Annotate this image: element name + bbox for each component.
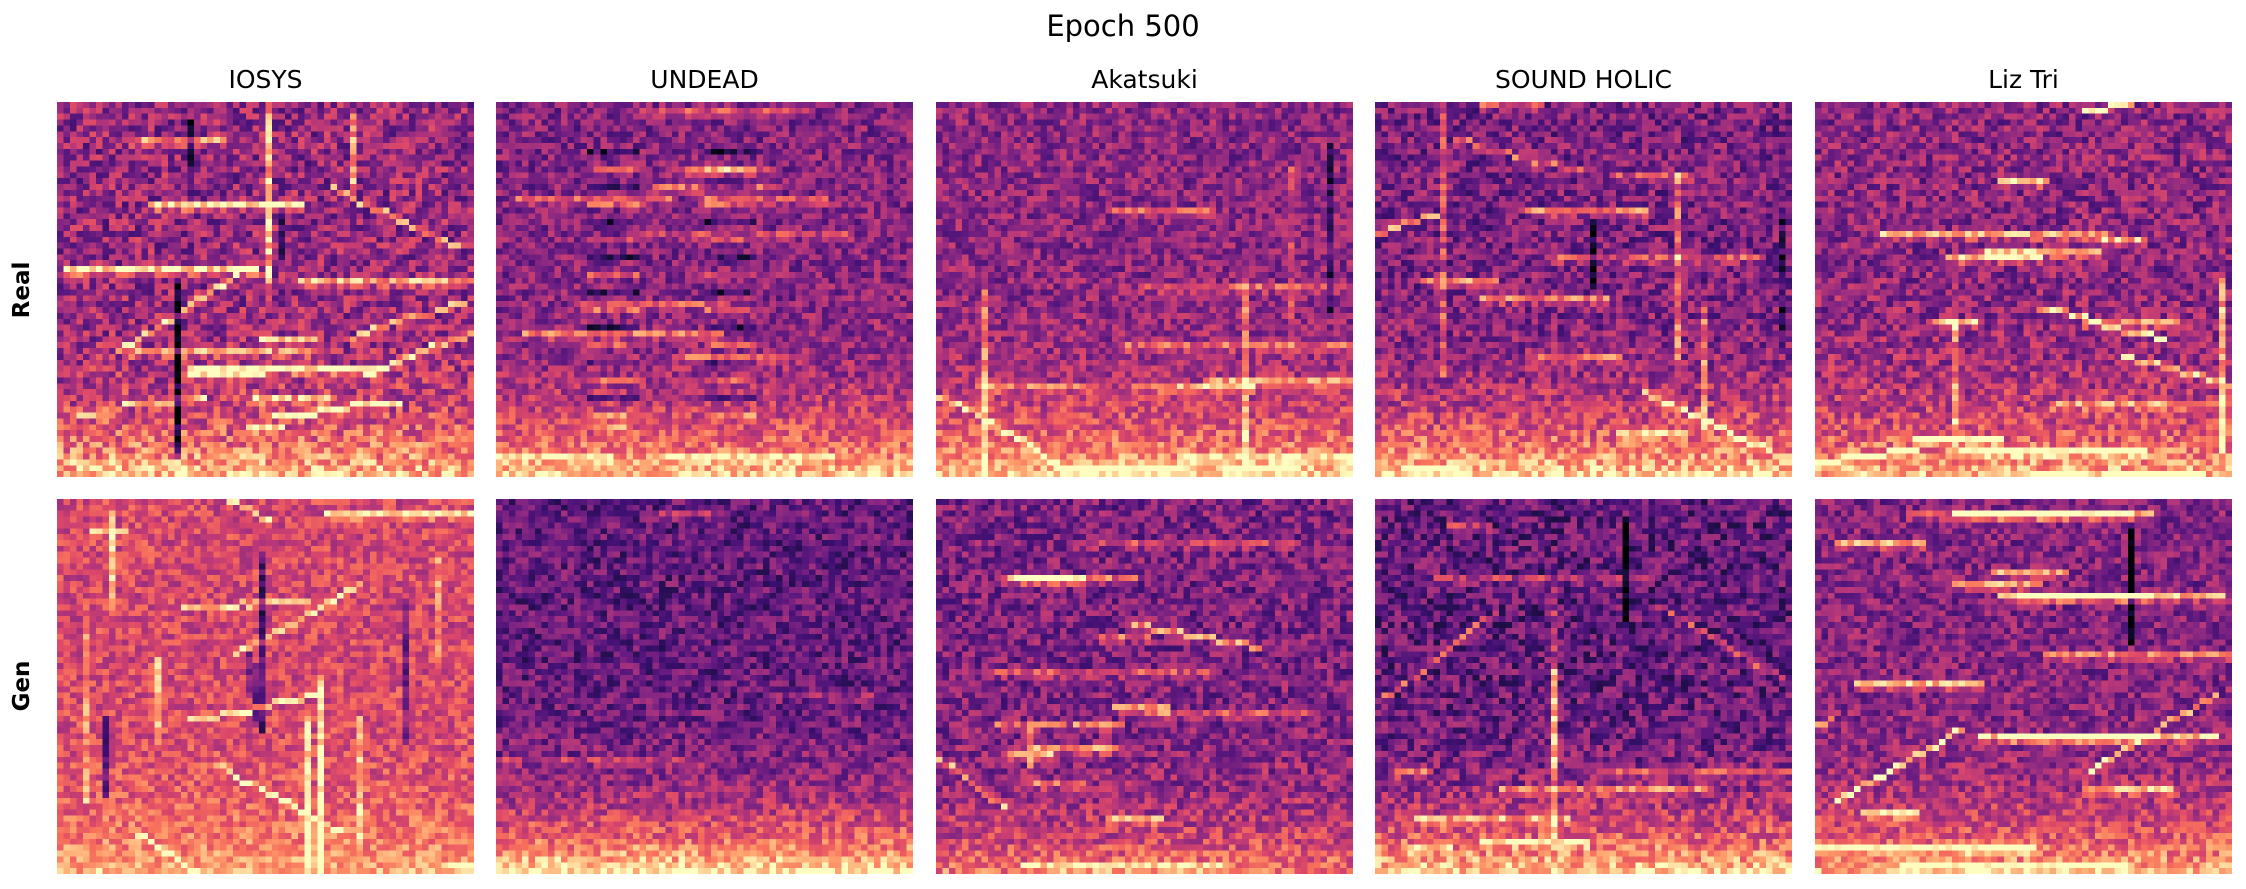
heatmap-gen-iosys bbox=[57, 499, 474, 874]
column-title-liz-tri: Liz Tri bbox=[1988, 65, 2059, 94]
figure-title: Epoch 500 bbox=[1046, 9, 1200, 43]
row-label-real: Real bbox=[9, 261, 35, 319]
column-title-akatsuki: Akatsuki bbox=[1091, 65, 1198, 94]
column-title-iosys: IOSYS bbox=[228, 65, 303, 94]
heatmap-gen-sound-holic bbox=[1375, 499, 1792, 874]
heatmap-real-undead bbox=[496, 102, 913, 477]
column-title-undead: UNDEAD bbox=[650, 65, 759, 94]
heatmap-gen-akatsuki bbox=[936, 499, 1353, 874]
heatmap-real-iosys bbox=[57, 102, 474, 477]
heatmap-gen-undead bbox=[496, 499, 913, 874]
heatmap-real-sound-holic bbox=[1375, 102, 1792, 477]
row-label-gen: Gen bbox=[9, 660, 35, 712]
column-title-sound-holic: SOUND HOLIC bbox=[1495, 65, 1672, 94]
heatmap-gen-liz-tri bbox=[1815, 499, 2232, 874]
heatmap-real-liz-tri bbox=[1815, 102, 2232, 477]
heatmap-real-akatsuki bbox=[936, 102, 1353, 477]
